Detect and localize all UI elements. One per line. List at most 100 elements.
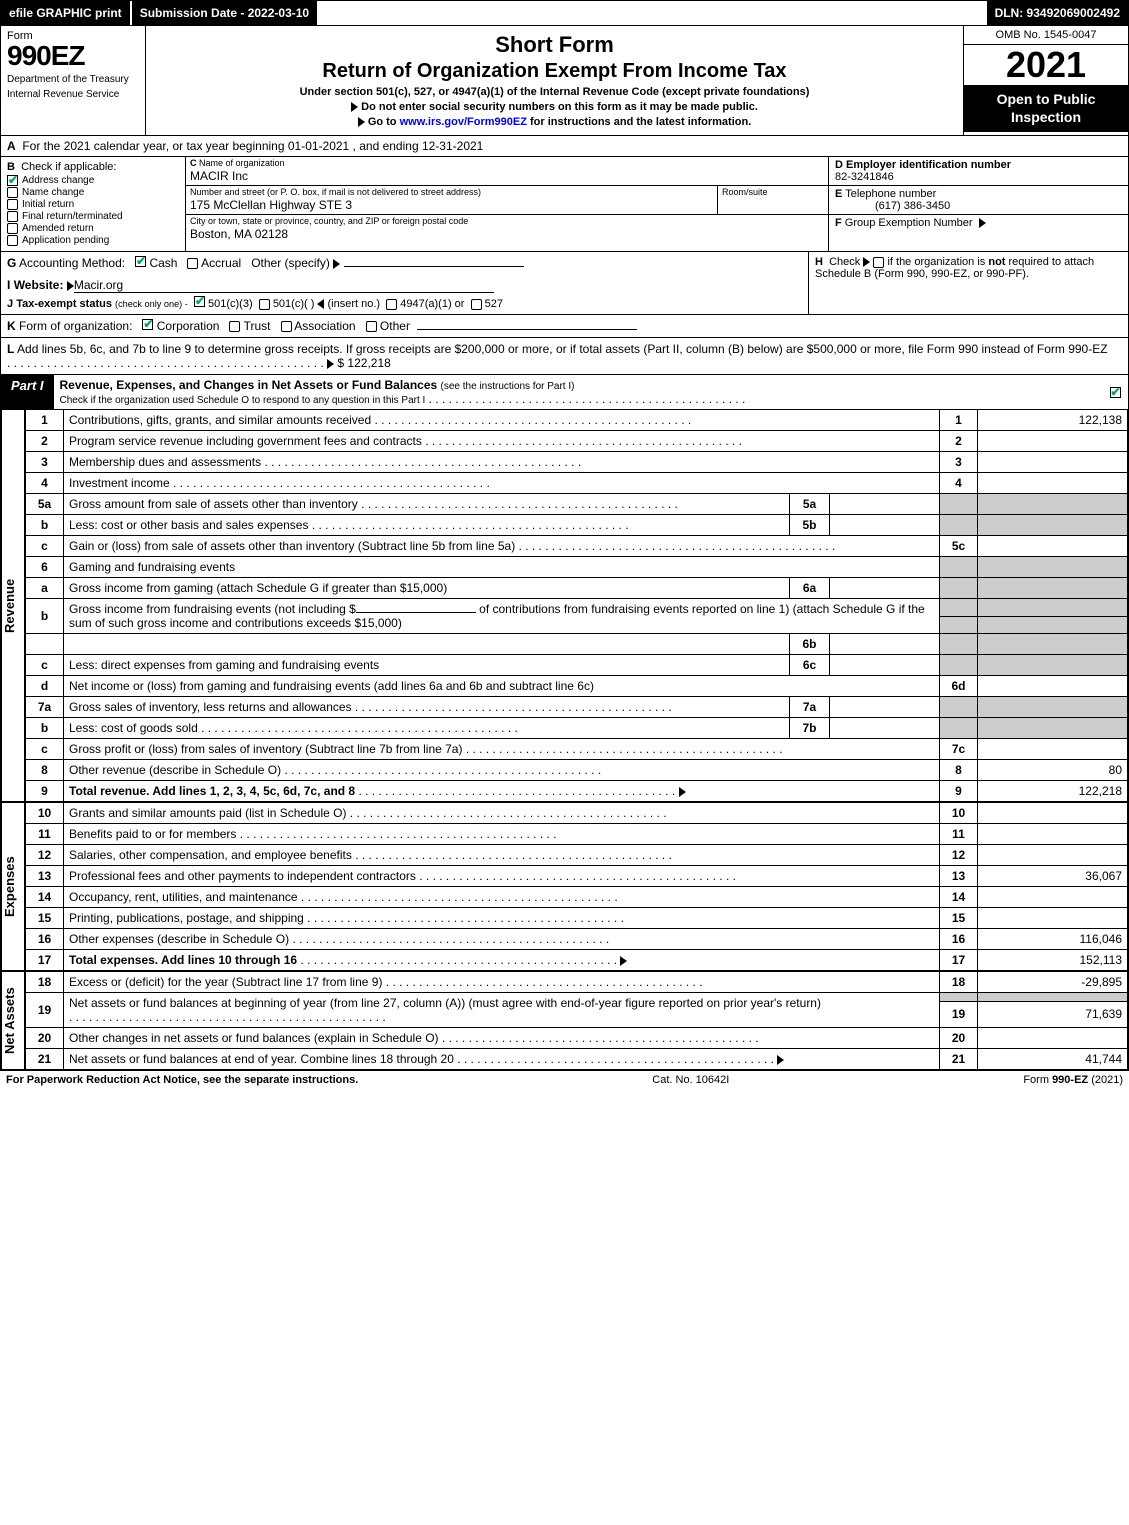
- line-2: 2Program service revenue including gover…: [26, 431, 1128, 452]
- other-org-input[interactable]: [417, 329, 637, 330]
- line-13: 13Professional fees and other payments t…: [26, 866, 1128, 887]
- chk-accrual[interactable]: [187, 258, 198, 269]
- chk-other-org[interactable]: [366, 321, 377, 332]
- letter-b: B: [7, 161, 15, 173]
- group-block: F Group Exemption Number: [829, 215, 1128, 251]
- section-def: D Employer identification number 82-3241…: [828, 157, 1128, 251]
- chk-assoc[interactable]: [281, 321, 292, 332]
- section-j: J Tax-exempt status (check only one) - 5…: [7, 296, 802, 310]
- irs-link[interactable]: www.irs.gov/Form990EZ: [400, 116, 527, 128]
- line-5b: bLess: cost or other basis and sales exp…: [26, 515, 1128, 536]
- org-city: Boston, MA 02128: [186, 227, 828, 243]
- chk-pending[interactable]: Application pending: [7, 235, 179, 246]
- arrow-right-icon: [777, 1055, 784, 1065]
- website-line: I Website: Macir.org: [7, 278, 802, 293]
- phone-block: E Telephone number (617) 386-3450: [829, 186, 1128, 215]
- form-meta-block: OMB No. 1545-0047 2021 Open to Public In…: [963, 26, 1128, 135]
- letter-a: A: [7, 139, 16, 153]
- line-6b-mini: 6b: [26, 634, 1128, 655]
- chk-amended[interactable]: Amended return: [7, 223, 179, 234]
- line-11: 11Benefits paid to or for members 11: [26, 824, 1128, 845]
- arrow-right-icon: [679, 787, 686, 797]
- checkbox-icon: [7, 199, 18, 210]
- checkbox-icon: [7, 223, 18, 234]
- line-3: 3Membership dues and assessments 3: [26, 452, 1128, 473]
- revenue-block: Revenue 1Contributions, gifts, grants, a…: [1, 409, 1128, 802]
- part1-checkbox[interactable]: [1102, 375, 1128, 409]
- tax-year: 2021: [964, 45, 1128, 85]
- dln-label: DLN: 93492069002492: [987, 1, 1128, 25]
- ein-value: 82-3241846: [835, 171, 894, 183]
- arrow-right-icon: [67, 281, 74, 291]
- section-b: B Check if applicable: Address change Na…: [1, 157, 186, 251]
- arrow-right-icon: [333, 259, 340, 269]
- line-8: 8Other revenue (describe in Schedule O) …: [26, 760, 1128, 781]
- dept-treasury: Department of the Treasury: [7, 74, 139, 85]
- chk-501c[interactable]: [259, 299, 270, 310]
- omb-number: OMB No. 1545-0047: [964, 26, 1128, 45]
- line-5a: 5aGross amount from sale of assets other…: [26, 494, 1128, 515]
- section-c: C Name of organization MACIR Inc Number …: [186, 157, 828, 251]
- info-block: B Check if applicable: Address change Na…: [1, 156, 1128, 251]
- chk-4947[interactable]: [386, 299, 397, 310]
- chk-cash[interactable]: [135, 256, 146, 267]
- chk-501c3[interactable]: [194, 296, 205, 307]
- checkbox-icon: [7, 175, 18, 186]
- header-spacer: [317, 1, 986, 25]
- chk-final-return[interactable]: Final return/terminated: [7, 211, 179, 222]
- line-17: 17Total expenses. Add lines 10 through 1…: [26, 950, 1128, 971]
- efile-label: efile GRAPHIC print: [1, 1, 130, 25]
- line-7c: cGross profit or (loss) from sales of in…: [26, 739, 1128, 760]
- irs-label: Internal Revenue Service: [7, 89, 139, 100]
- netassets-block: Net Assets 18Excess or (deficit) for the…: [1, 971, 1128, 1070]
- chk-address-change[interactable]: Address change: [7, 175, 179, 186]
- checkbox-icon: [7, 187, 18, 198]
- section-l: L Add lines 5b, 6c, and 7b to line 9 to …: [1, 337, 1128, 374]
- part1-label: Part I: [1, 375, 54, 409]
- line-6: 6Gaming and fundraising events: [26, 557, 1128, 578]
- line-14: 14Occupancy, rent, utilities, and mainte…: [26, 887, 1128, 908]
- line-19-top: 19Net assets or fund balances at beginni…: [26, 993, 1128, 1002]
- expenses-table: 10Grants and similar amounts paid (list …: [25, 802, 1128, 971]
- chk-trust[interactable]: [229, 321, 240, 332]
- submission-date: Submission Date - 2022-03-10: [130, 1, 317, 25]
- org-street: 175 McClellan Highway STE 3: [186, 198, 717, 214]
- part1-header: Part I Revenue, Expenses, and Changes in…: [1, 374, 1128, 409]
- line-10: 10Grants and similar amounts paid (list …: [26, 803, 1128, 824]
- expenses-sidelabel: Expenses: [1, 802, 25, 971]
- gross-receipts: $ 122,218: [337, 356, 390, 370]
- arrow-right-icon: [351, 102, 358, 112]
- line-6d: dNet income or (loss) from gaming and fu…: [26, 676, 1128, 697]
- line-15: 15Printing, publications, postage, and s…: [26, 908, 1128, 929]
- line-9: 9Total revenue. Add lines 1, 2, 3, 4, 5c…: [26, 781, 1128, 802]
- line-16: 16Other expenses (describe in Schedule O…: [26, 929, 1128, 950]
- ein-block: D Employer identification number 82-3241…: [829, 157, 1128, 186]
- section-k: K Form of organization: Corporation Trus…: [1, 314, 1128, 337]
- line-4: 4Investment income 4: [26, 473, 1128, 494]
- arrow-right-icon: [979, 218, 986, 228]
- chk-name-change[interactable]: Name change: [7, 187, 179, 198]
- public-inspection: Open to Public Inspection: [964, 85, 1128, 132]
- checkbox-group: Address change Name change Initial retur…: [7, 175, 179, 246]
- short-form-title: Short Form: [152, 32, 957, 58]
- return-title: Return of Organization Exempt From Incom…: [152, 60, 957, 83]
- chk-schedule-b[interactable]: [873, 257, 884, 268]
- chk-corp[interactable]: [142, 319, 153, 330]
- org-name-row: C Name of organization MACIR Inc: [186, 157, 828, 186]
- part1-title: Revenue, Expenses, and Changes in Net As…: [54, 375, 1102, 409]
- netassets-sidelabel: Net Assets: [1, 971, 25, 1070]
- form-number: 990EZ: [7, 42, 139, 70]
- line-6c: cLess: direct expenses from gaming and f…: [26, 655, 1128, 676]
- line-12: 12Salaries, other compensation, and empl…: [26, 845, 1128, 866]
- chk-527[interactable]: [471, 299, 482, 310]
- chk-initial-return[interactable]: Initial return: [7, 199, 179, 210]
- line-5c: cGain or (loss) from sale of assets othe…: [26, 536, 1128, 557]
- line-18: 18Excess or (deficit) for the year (Subt…: [26, 972, 1128, 993]
- checkbox-icon: [7, 235, 18, 246]
- other-method-input[interactable]: [344, 266, 524, 267]
- section-gh: G Accounting Method: Cash Accrual Other …: [1, 251, 1128, 314]
- section-a: A For the 2021 calendar year, or tax yea…: [1, 135, 1128, 156]
- section-h: H Check if the organization is not requi…: [808, 252, 1128, 314]
- checkbox-icon: [7, 211, 18, 222]
- line-1: 1Contributions, gifts, grants, and simil…: [26, 410, 1128, 431]
